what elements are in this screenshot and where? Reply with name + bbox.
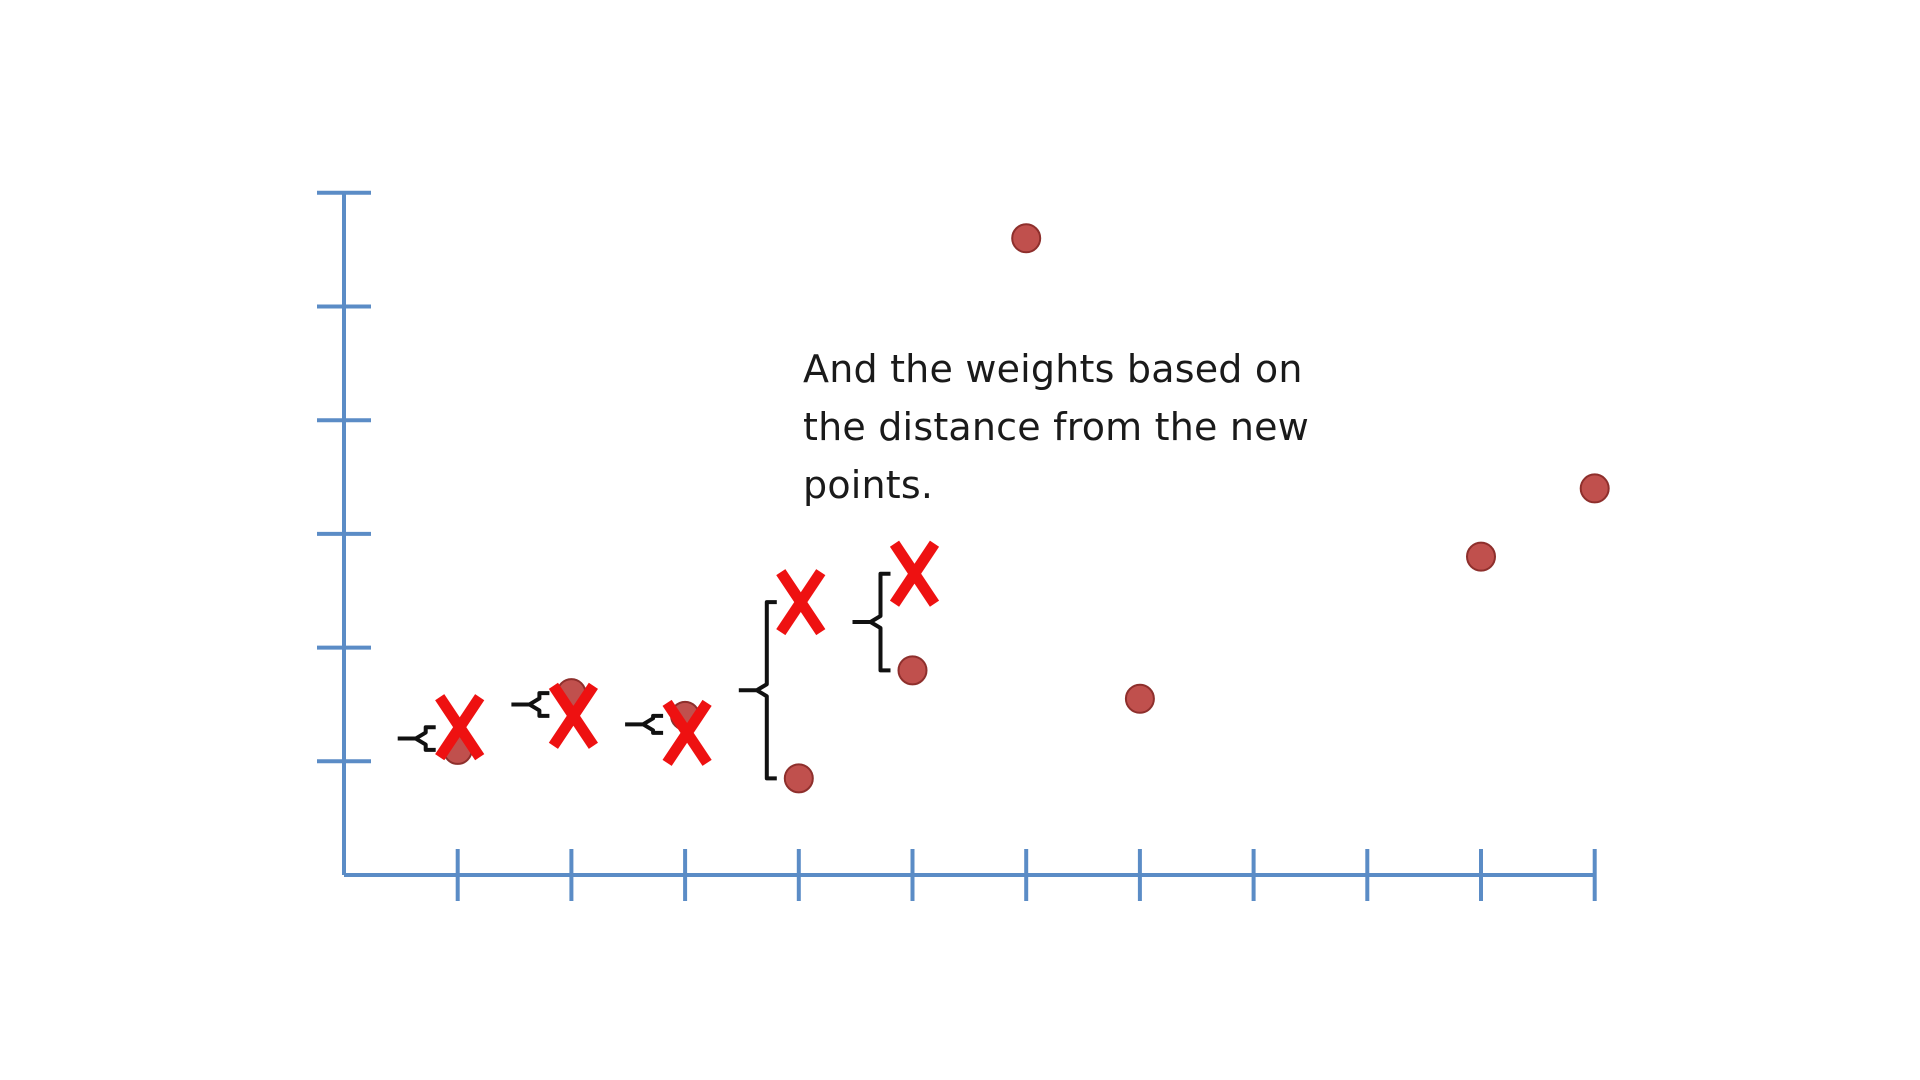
caption-line-3: points. [803,463,934,507]
data-point [1579,473,1610,504]
new-point-x [435,694,485,761]
weight-bracket [625,713,664,735]
data-point [1466,541,1496,572]
weight-bracket [511,691,550,718]
new-point-x [889,540,940,607]
new-points [435,540,940,766]
axes [317,190,1597,901]
weight-bracket [397,725,436,752]
data-point [783,763,814,794]
x-stroke [776,569,826,636]
caption-line-1: And the weights based on [803,347,1303,391]
data-point [1011,223,1042,254]
x-stroke [435,694,485,761]
weight-bracket [738,600,777,781]
caption-text: And the weights based on the distance fr… [803,340,1363,514]
x-stroke [662,699,712,766]
data-point [1124,683,1155,714]
caption-line-2: the distance from the new [803,405,1310,449]
new-point-x [776,569,826,636]
data-point [897,655,928,686]
new-point-x [548,682,598,749]
x-stroke [548,682,598,749]
x-stroke [889,540,940,607]
weight-bracket [852,571,891,673]
new-point-x [662,699,712,766]
weight-brackets [397,571,891,781]
